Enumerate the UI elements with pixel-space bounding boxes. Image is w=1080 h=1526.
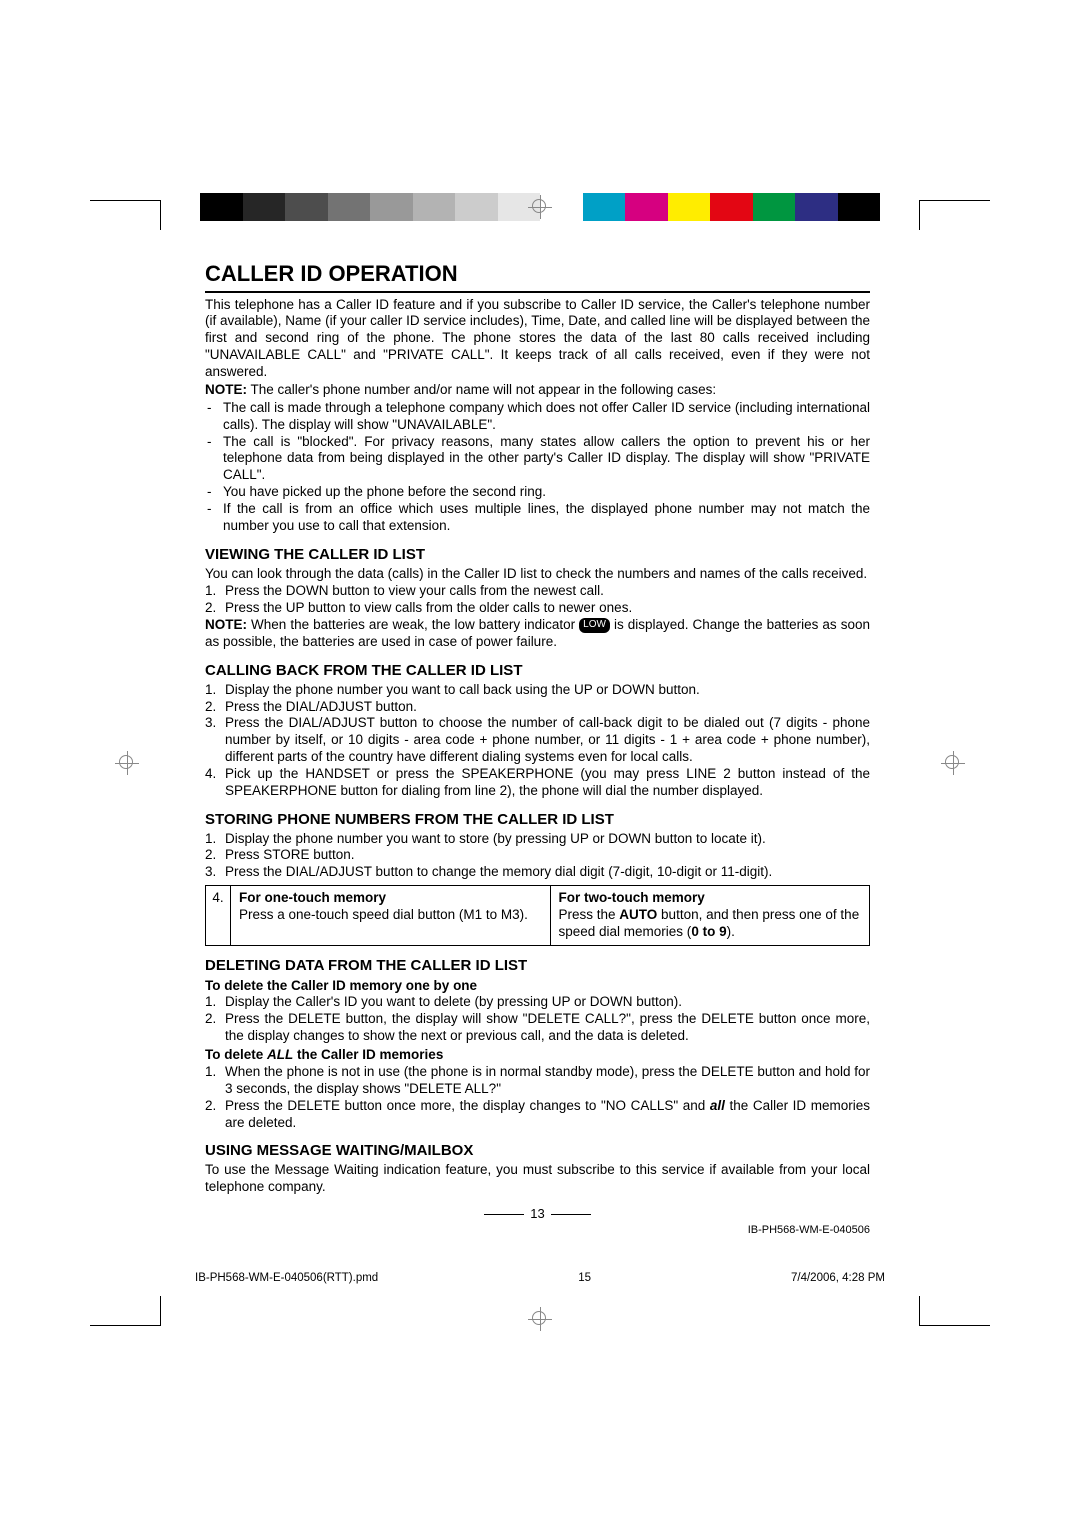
document-id: IB-PH568-WM-E-040506 (205, 1224, 870, 1238)
section-paragraph: To use the Message Waiting indication fe… (205, 1162, 870, 1196)
list-item: Display the phone number you want to sto… (225, 831, 870, 848)
table-num: 4. (206, 886, 230, 945)
crop-mark (90, 200, 160, 201)
section-heading: DELETING DATA FROM THE CALLER ID LIST (205, 957, 870, 976)
section-heading: USING MESSAGE WAITING/MAILBOX (205, 1142, 870, 1161)
section-paragraph: You can look through the data (calls) in… (205, 566, 870, 583)
list-item: Press the DELETE button once more, the d… (225, 1098, 870, 1132)
crop-mark (160, 1296, 161, 1326)
note-bullets: -The call is made through a telephone co… (205, 400, 870, 535)
registration-mark (941, 751, 965, 775)
list-item: Press STORE button. (225, 847, 870, 864)
list-item: Press the UP button to view calls from t… (225, 600, 870, 617)
low-battery-icon: LOW (579, 618, 610, 633)
bullet-text: If the call is from an office which uses… (223, 501, 870, 535)
list-item: When the phone is not in use (the phone … (225, 1064, 870, 1098)
footer: IB-PH568-WM-E-040506(RTT).pmd 15 7/4/200… (195, 1272, 885, 1284)
crop-mark (90, 1325, 160, 1326)
main-heading: CALLER ID OPERATION (205, 260, 870, 293)
table-right-body: Press the AUTO button, and then press on… (559, 907, 862, 941)
sub-heading: To delete the Caller ID memory one by on… (205, 978, 870, 995)
table-left-body: Press a one-touch speed dial button (M1 … (239, 907, 542, 924)
footer-date: 7/4/2006, 4:28 PM (791, 1272, 885, 1284)
list-item: Display the Caller's ID you want to dele… (225, 994, 870, 1011)
section-heading: VIEWING THE CALLER ID LIST (205, 546, 870, 565)
section-heading: STORING PHONE NUMBERS FROM THE CALLER ID… (205, 811, 870, 830)
page-content: CALLER ID OPERATION This telephone has a… (205, 260, 870, 1238)
list-item: Press the DOWN button to view your calls… (225, 583, 870, 600)
note-line: NOTE: When the batteries are weak, the l… (205, 617, 870, 651)
list-item: Pick up the HANDSET or press the SPEAKER… (225, 766, 870, 800)
footer-page: 15 (578, 1272, 591, 1284)
intro-paragraph: This telephone has a Caller ID feature a… (205, 297, 870, 381)
footer-filename: IB-PH568-WM-E-040506(RTT).pmd (195, 1272, 378, 1284)
bullet-text: The call is "blocked". For privacy reaso… (223, 434, 870, 485)
registration-mark (528, 1307, 552, 1331)
list-item: Press the DIAL/ADJUST button to change t… (225, 864, 870, 881)
list-item: Press the DELETE button, the display wil… (225, 1011, 870, 1045)
page-number: 13 (205, 1206, 870, 1222)
note-line: NOTE: The caller's phone number and/or n… (205, 382, 870, 399)
registration-mark (528, 195, 552, 219)
registration-mark (115, 751, 139, 775)
crop-mark (160, 200, 161, 230)
crop-mark (919, 1296, 920, 1326)
memory-table: 4. For one-touch memory Press a one-touc… (205, 885, 870, 946)
section-heading: CALLING BACK FROM THE CALLER ID LIST (205, 662, 870, 681)
crop-mark (920, 200, 990, 201)
crop-mark (919, 200, 920, 230)
sub-heading: To delete ALL the Caller ID memories (205, 1047, 870, 1064)
table-left-heading: For one-touch memory (239, 890, 542, 907)
list-item: Display the phone number you want to cal… (225, 682, 870, 699)
bullet-text: You have picked up the phone before the … (223, 484, 870, 501)
crop-mark (920, 1325, 990, 1326)
bullet-text: The call is made through a telephone com… (223, 400, 870, 434)
table-right-heading: For two-touch memory (559, 890, 862, 907)
list-item: Press the DIAL/ADJUST button. (225, 699, 870, 716)
list-item: Press the DIAL/ADJUST button to choose t… (225, 715, 870, 766)
